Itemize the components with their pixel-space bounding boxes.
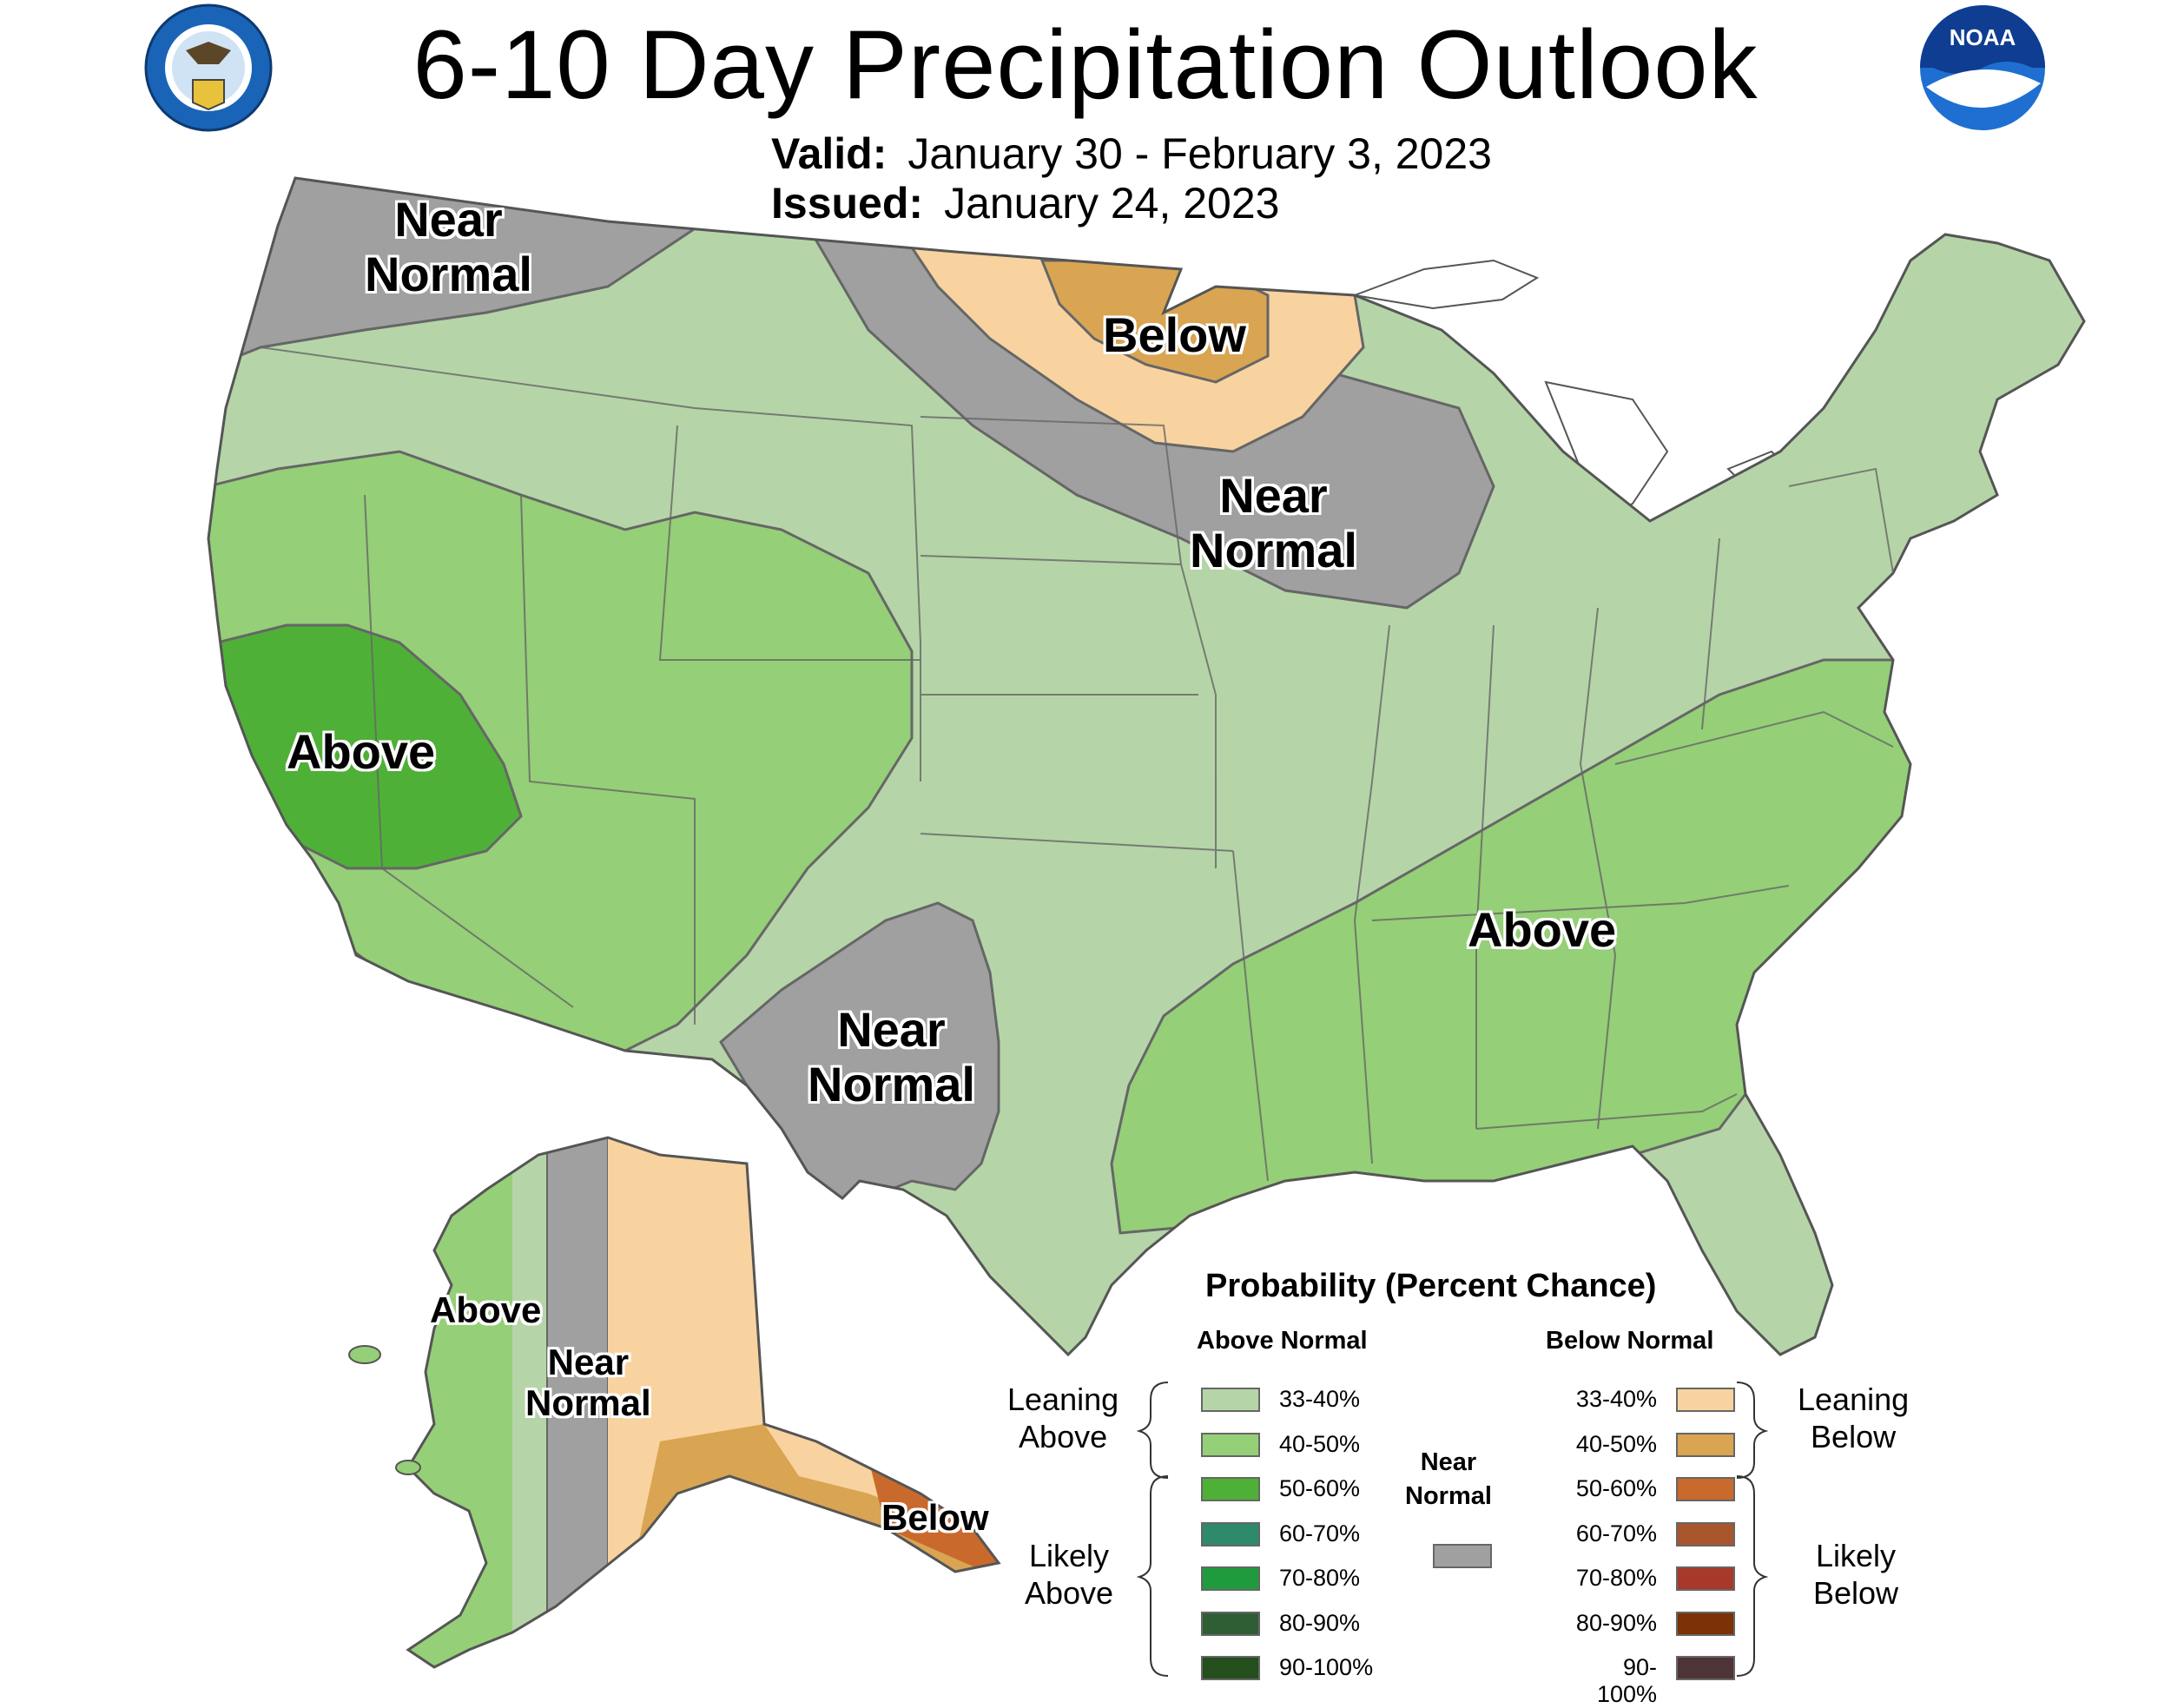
conus-outline	[207, 176, 2086, 1357]
page-title: 6-10 Day Precipitation Outlook	[412, 10, 1759, 119]
legend-above-label: 33-40%	[1279, 1386, 1361, 1412]
legend-below-swatch	[1676, 1388, 1735, 1412]
legend-below-label: 80-90%	[1575, 1609, 1657, 1636]
legend-below-swatch	[1676, 1521, 1735, 1546]
legend-near-normal-swatch	[1433, 1544, 1492, 1568]
legend-leaning-below: Leaning Below	[1798, 1382, 1910, 1455]
state-borders	[260, 346, 1894, 1182]
legend-above-swatch	[1201, 1477, 1260, 1501]
legend-above-head: Above Normal	[1197, 1327, 1368, 1355]
department-of-commerce-seal	[144, 3, 273, 132]
label-se-above: Above	[1468, 902, 1617, 957]
legend-below-label: 70-80%	[1575, 1565, 1657, 1591]
legend-below-swatch	[1676, 1656, 1735, 1680]
legend-above-swatch	[1201, 1656, 1260, 1680]
issued-label: Issued:	[771, 179, 924, 228]
legend-leaning-above: Leaning Above	[1007, 1382, 1119, 1455]
legend-likely-above: Likely Above	[1025, 1538, 1114, 1612]
noaa-logo: NOAA	[1920, 5, 2045, 130]
label-ak-near-normal: Near Normal	[525, 1342, 651, 1424]
legend-below-label: 90-100%	[1596, 1654, 1657, 1707]
valid-label: Valid:	[771, 129, 888, 178]
legend-above-label: 70-80%	[1279, 1565, 1361, 1591]
legend-above-swatch	[1201, 1566, 1260, 1591]
label-ak-above: Above	[430, 1289, 542, 1330]
legend-above-label: 80-90%	[1279, 1609, 1361, 1636]
issued-date: Issued: January 24, 2023	[771, 178, 1279, 228]
legend-above-label: 60-70%	[1279, 1520, 1361, 1546]
label-greatlakes-near-normal: Near Normal	[1190, 468, 1357, 577]
legend-below-label: 33-40%	[1575, 1386, 1657, 1412]
legend-above-label: 90-100%	[1279, 1654, 1374, 1680]
legend-above-swatch	[1201, 1611, 1260, 1636]
legend-below-label: 40-50%	[1575, 1430, 1657, 1457]
legend-below-swatch	[1676, 1432, 1735, 1457]
legend-below-label: 50-60%	[1575, 1475, 1657, 1501]
noaa-logo-text: NOAA	[1950, 24, 2016, 50]
legend-below-swatch	[1676, 1477, 1735, 1501]
issued-value: January 24, 2023	[944, 179, 1280, 228]
legend-above-swatch	[1201, 1388, 1260, 1412]
label-texas-near-normal: Near Normal	[808, 1002, 975, 1111]
legend-near-normal-head: Near Normal	[1405, 1448, 1492, 1511]
label-north-below: Below	[1103, 307, 1246, 362]
legend-below-swatch	[1676, 1611, 1735, 1636]
valid-dates: Valid: January 30 - February 3, 2023	[771, 129, 1492, 179]
label-ak-below: Below	[881, 1497, 989, 1538]
legend-above-label: 40-50%	[1279, 1430, 1361, 1457]
legend-above-label: 50-60%	[1279, 1475, 1361, 1501]
legend-below-label: 60-70%	[1575, 1520, 1657, 1546]
label-nw-near-normal: Near Normal	[365, 192, 532, 301]
legend-title: Probability (Percent Chance)	[1205, 1268, 1657, 1304]
legend-above-swatch	[1201, 1432, 1260, 1457]
label-west-above: Above	[287, 724, 436, 779]
legend-below-swatch	[1676, 1566, 1735, 1591]
legend-above-swatch	[1201, 1521, 1260, 1546]
valid-value: January 30 - February 3, 2023	[907, 129, 1492, 178]
legend-likely-below: Likely Below	[1813, 1538, 1899, 1612]
legend-below-head: Below Normal	[1546, 1327, 1714, 1355]
